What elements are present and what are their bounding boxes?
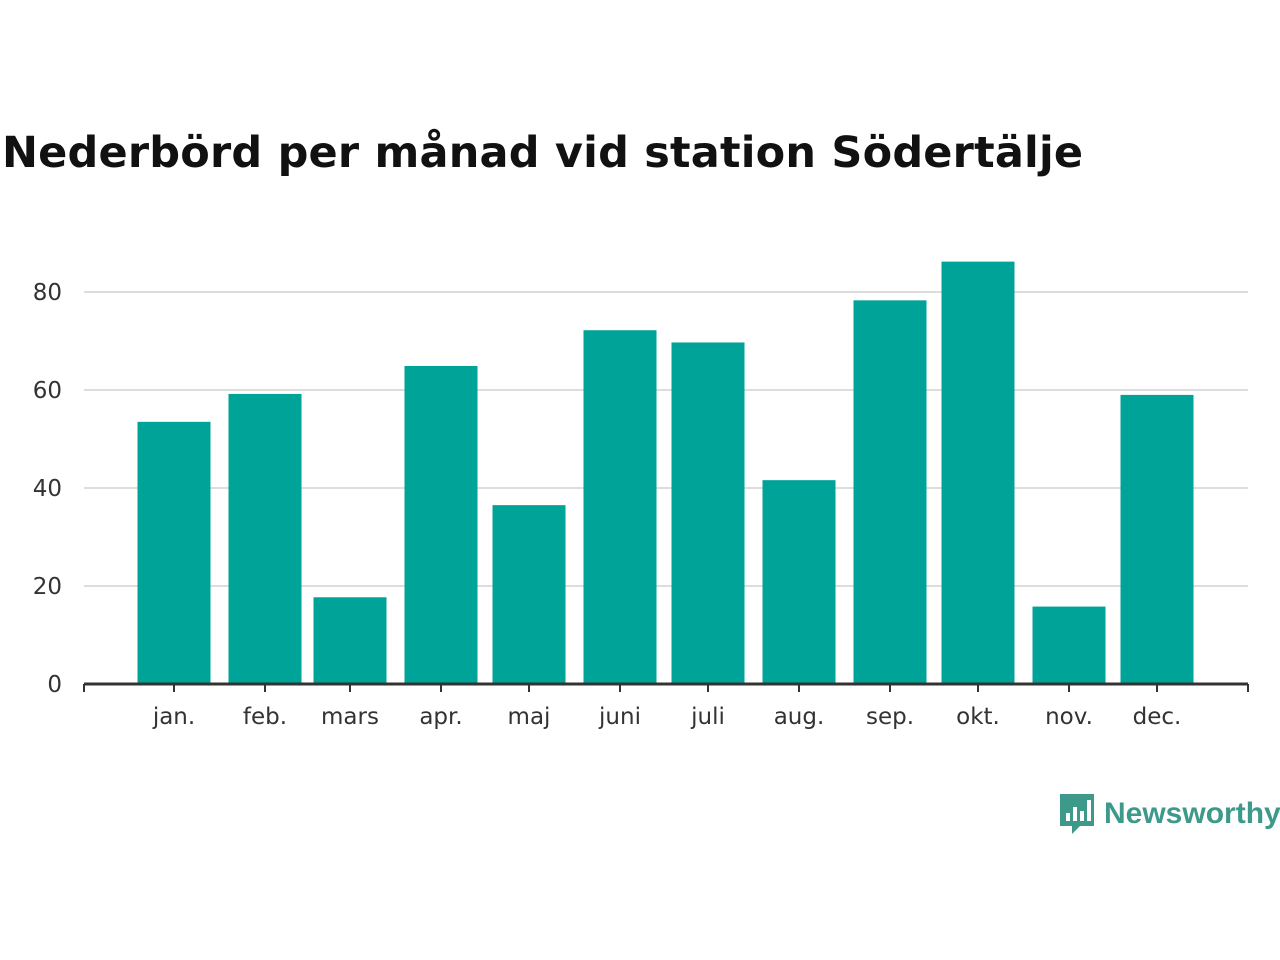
bar xyxy=(137,421,211,684)
y-tick-label: 0 xyxy=(47,672,62,698)
bar xyxy=(583,330,657,684)
x-tick-label: mars xyxy=(321,704,379,730)
y-tick-label: 80 xyxy=(33,280,62,306)
x-tick-label: feb. xyxy=(243,704,287,730)
x-tick-label: okt. xyxy=(956,704,1000,730)
bar xyxy=(228,393,302,684)
x-tick-label: aug. xyxy=(774,704,825,730)
x-tick-label: nov. xyxy=(1045,704,1093,730)
brand-name: Newsworthy xyxy=(1104,797,1280,830)
x-tick-label: juli xyxy=(690,704,725,730)
newsworthy-logo: Newsworthy xyxy=(1058,792,1280,836)
bar xyxy=(671,342,745,684)
bars xyxy=(137,261,1194,684)
bar xyxy=(313,597,387,684)
x-axis-ticks: jan. feb. mars apr. maj juni juli aug. sep. okt. n… xyxy=(152,684,1182,730)
y-tick-label: 20 xyxy=(33,574,62,600)
x-tick-label: jan. xyxy=(152,704,195,730)
bar xyxy=(1120,394,1194,684)
x-tick-label: maj xyxy=(508,704,551,730)
bar xyxy=(853,300,927,684)
x-tick-label: sep. xyxy=(866,704,914,730)
bar xyxy=(492,505,566,684)
x-tick-label: apr. xyxy=(419,704,462,730)
bar xyxy=(1032,606,1106,684)
x-tick-label: juni xyxy=(598,704,641,730)
bar xyxy=(762,480,836,684)
bar xyxy=(404,365,478,684)
x-axis xyxy=(83,682,1249,692)
chart-title: Nederbörd per månad vid station Södertäl… xyxy=(2,128,1084,178)
x-tick-label: dec. xyxy=(1133,704,1182,730)
y-axis-ticks: 0 20 40 60 80 xyxy=(33,280,62,698)
bar xyxy=(941,261,1015,684)
y-tick-label: 60 xyxy=(33,378,62,404)
chart-bubble-icon xyxy=(1060,794,1094,834)
y-tick-label: 40 xyxy=(33,476,62,502)
